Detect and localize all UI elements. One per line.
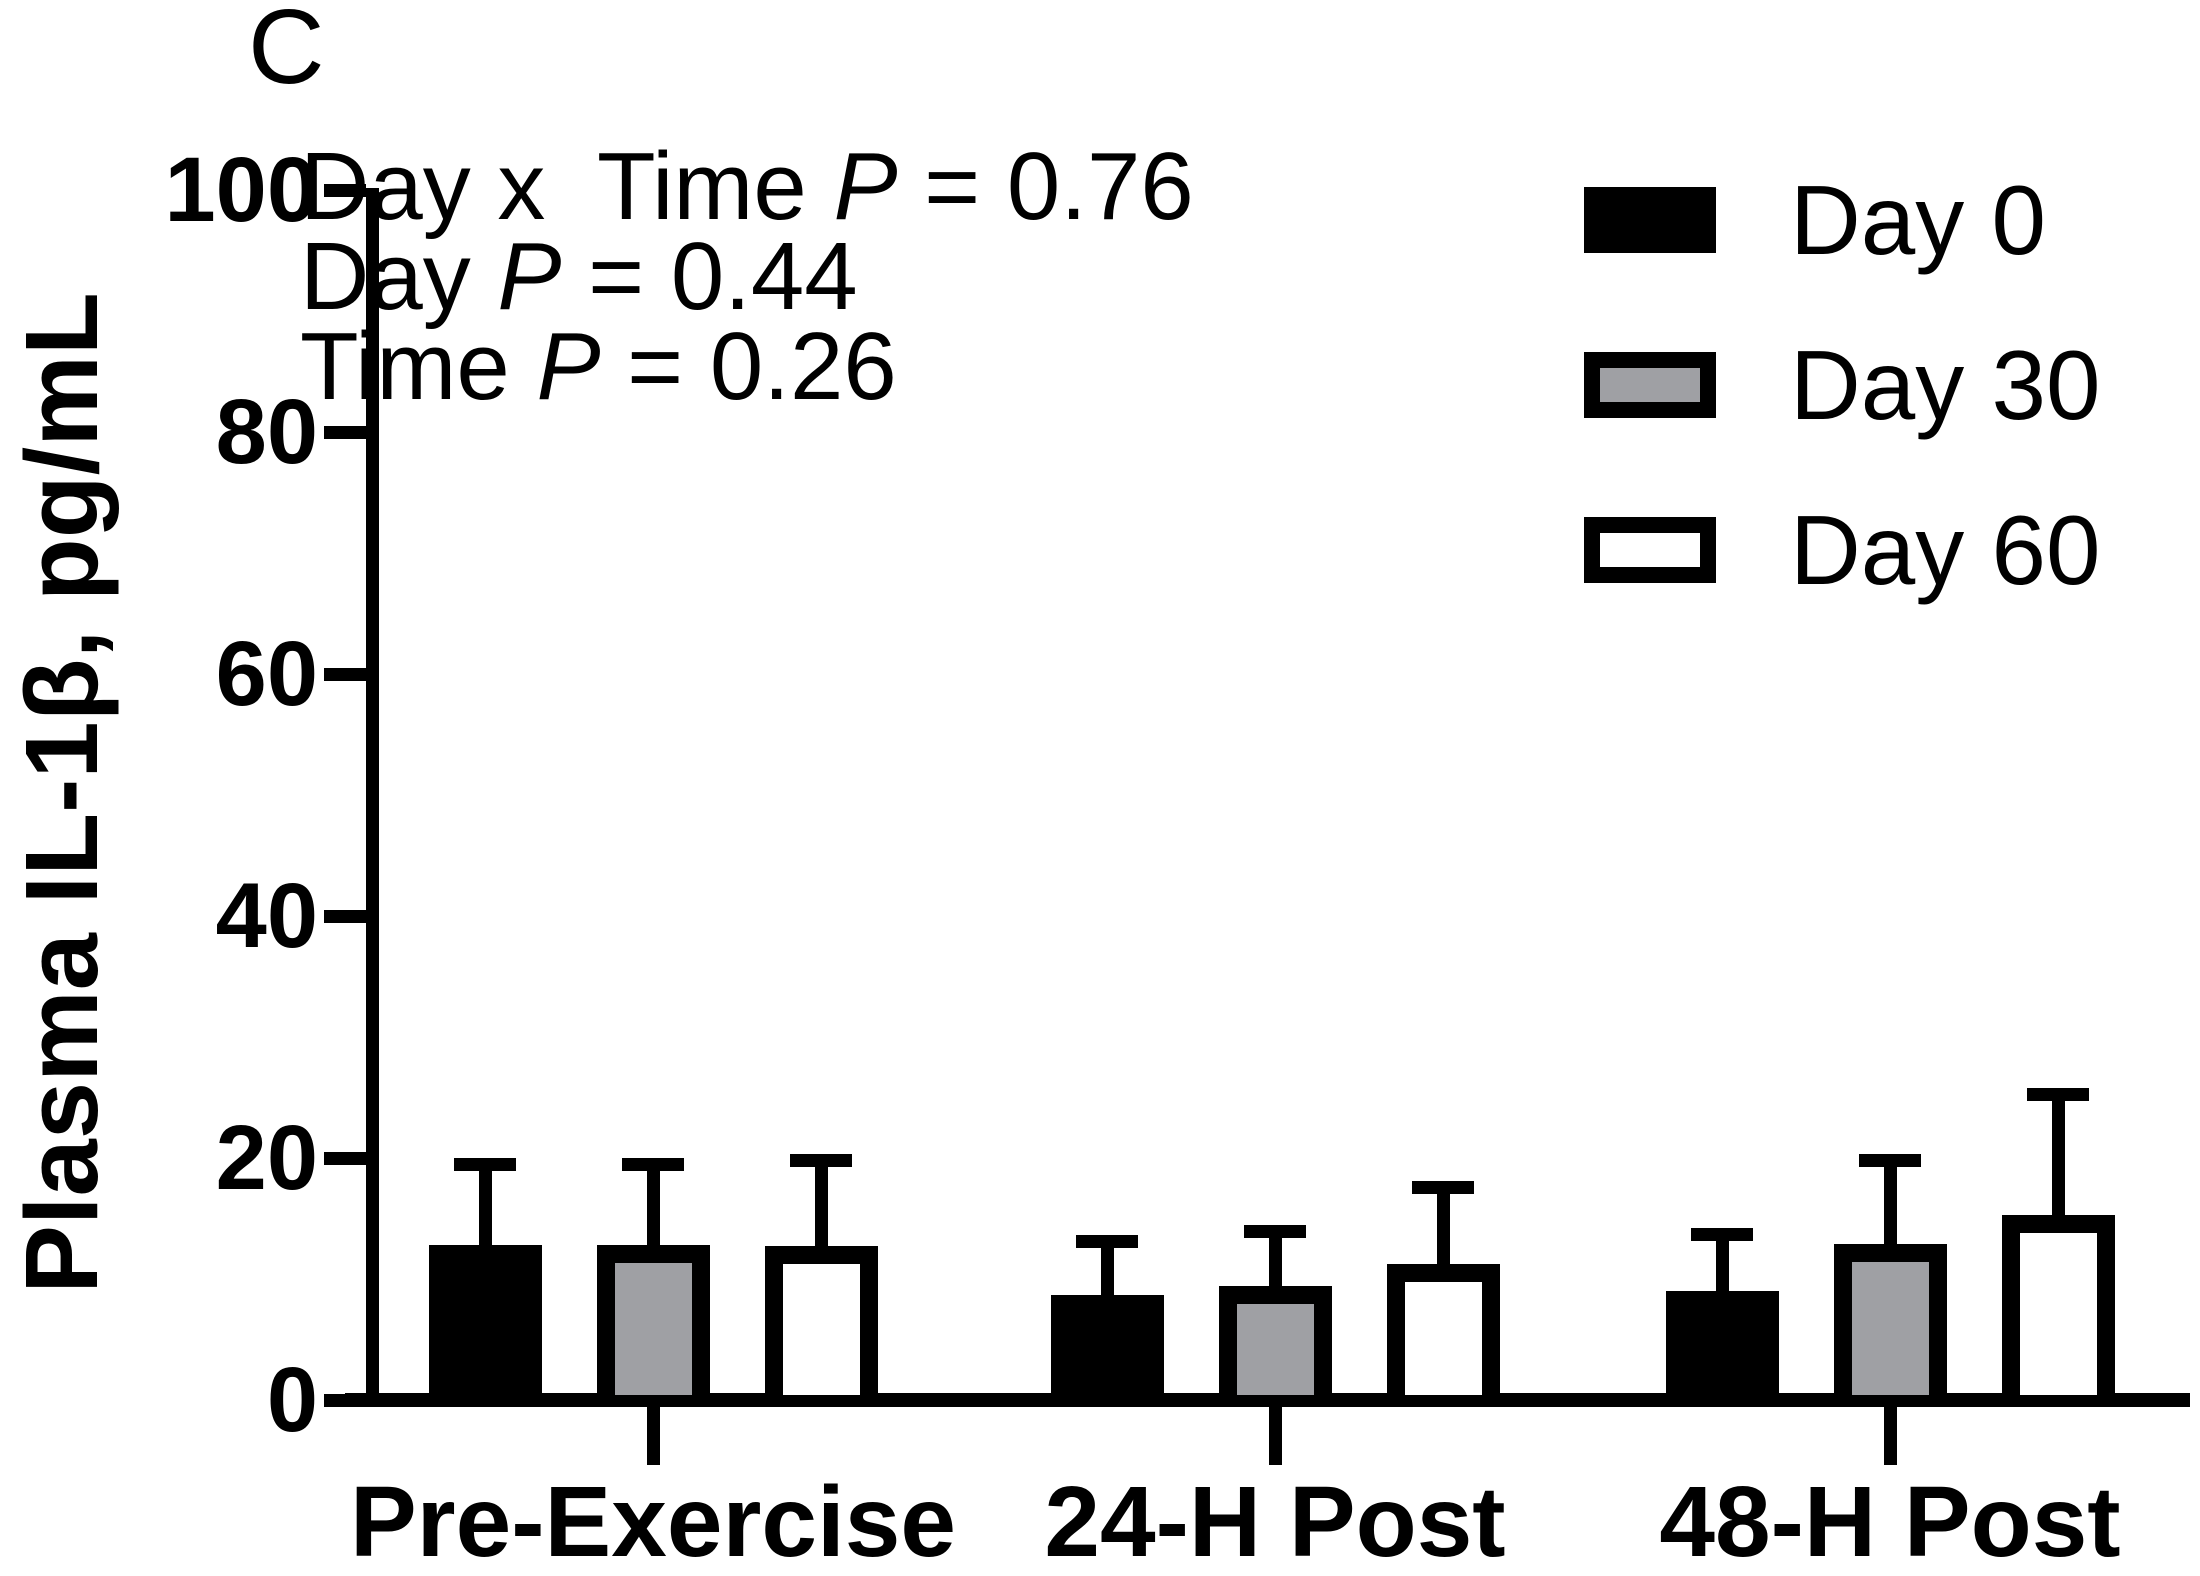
bar xyxy=(1218,1286,1332,1395)
y-tick-label: 80 xyxy=(215,381,318,483)
error-bar-line xyxy=(478,1158,492,1246)
stat-value: = 0.76 xyxy=(897,133,1194,240)
error-bar-line xyxy=(1436,1180,1450,1265)
legend-swatch xyxy=(1584,352,1716,418)
y-tick-label: 100 xyxy=(164,139,319,241)
x-tick xyxy=(646,1407,660,1465)
error-bar-line xyxy=(1100,1235,1114,1295)
error-bar-cap xyxy=(1859,1154,1921,1168)
bar xyxy=(1833,1243,1947,1395)
error-bar-line xyxy=(646,1158,660,1246)
error-bar-cap xyxy=(622,1158,684,1171)
legend-swatch xyxy=(1584,187,1716,253)
stat-line-time: Time P = 0.26 xyxy=(300,319,1194,415)
stat-line-day: Day P = 0.44 xyxy=(300,229,1194,325)
x-axis-line xyxy=(345,1393,2190,1407)
bar xyxy=(1386,1264,1500,1395)
y-tick xyxy=(323,667,366,681)
legend-label: Day 30 xyxy=(1790,330,2101,440)
y-tick xyxy=(323,909,366,923)
legend-row: Day 60 xyxy=(1584,501,2101,599)
error-bar-cap xyxy=(454,1158,516,1171)
panel-label: C xyxy=(248,0,325,106)
error-bar-cap xyxy=(1691,1228,1753,1242)
bar xyxy=(2001,1214,2115,1395)
bar xyxy=(1050,1294,1164,1395)
x-category-label: 48-H Post xyxy=(1659,1466,2121,1576)
x-category-label: Pre-Exercise xyxy=(349,1466,956,1576)
y-tick-label: 0 xyxy=(266,1349,318,1451)
stat-p-symbol: P xyxy=(536,313,601,420)
y-axis-title: Plasma IL-1β, pg/mL xyxy=(4,292,119,1294)
error-bar-cap xyxy=(1412,1180,1474,1194)
error-bar-line xyxy=(1268,1224,1282,1287)
y-tick-label: 20 xyxy=(215,1107,318,1209)
stat-text: Day x Time xyxy=(300,133,834,240)
x-tick xyxy=(1268,1407,1282,1465)
stat-text: Day xyxy=(300,223,498,330)
error-bar-line xyxy=(2051,1087,2065,1215)
legend-label: Day 60 xyxy=(1790,495,2101,605)
y-tick xyxy=(323,183,366,197)
stat-line-interaction: Day x Time P = 0.76 xyxy=(300,139,1194,235)
legend-row: Day 30 xyxy=(1584,336,2101,434)
y-tick xyxy=(323,1151,366,1165)
error-bar-line xyxy=(1883,1154,1897,1244)
legend: Day 0 Day 30 Day 60 xyxy=(1584,171,2101,682)
error-bar-cap xyxy=(2027,1087,2089,1101)
bar xyxy=(596,1245,710,1395)
stat-value: = 0.44 xyxy=(561,223,858,330)
bar xyxy=(428,1245,542,1395)
legend-label: Day 0 xyxy=(1790,165,2047,275)
stat-p-symbol: P xyxy=(833,133,898,240)
y-tick xyxy=(323,425,366,439)
error-bar-line xyxy=(814,1154,828,1247)
legend-swatch xyxy=(1584,517,1716,583)
error-bar-cap xyxy=(1076,1235,1138,1249)
error-bar-cap xyxy=(790,1154,852,1168)
stats-annotation: Day x Time P = 0.76 Day P = 0.44 Time P … xyxy=(300,139,1194,415)
bar xyxy=(1665,1291,1779,1395)
legend-row: Day 0 xyxy=(1584,171,2101,269)
stat-value: = 0.26 xyxy=(600,313,897,420)
y-axis-line xyxy=(365,188,379,1407)
error-bar-line xyxy=(1715,1228,1729,1292)
y-tick-label: 40 xyxy=(215,865,318,967)
stat-text: Time xyxy=(300,313,537,420)
y-tick-label: 60 xyxy=(215,623,318,725)
stat-p-symbol: P xyxy=(497,223,562,330)
y-tick xyxy=(323,1393,366,1407)
x-tick xyxy=(1883,1407,1897,1465)
error-bar-cap xyxy=(1244,1224,1306,1238)
bar xyxy=(764,1246,878,1395)
x-category-label: 24-H Post xyxy=(1044,1466,1506,1576)
